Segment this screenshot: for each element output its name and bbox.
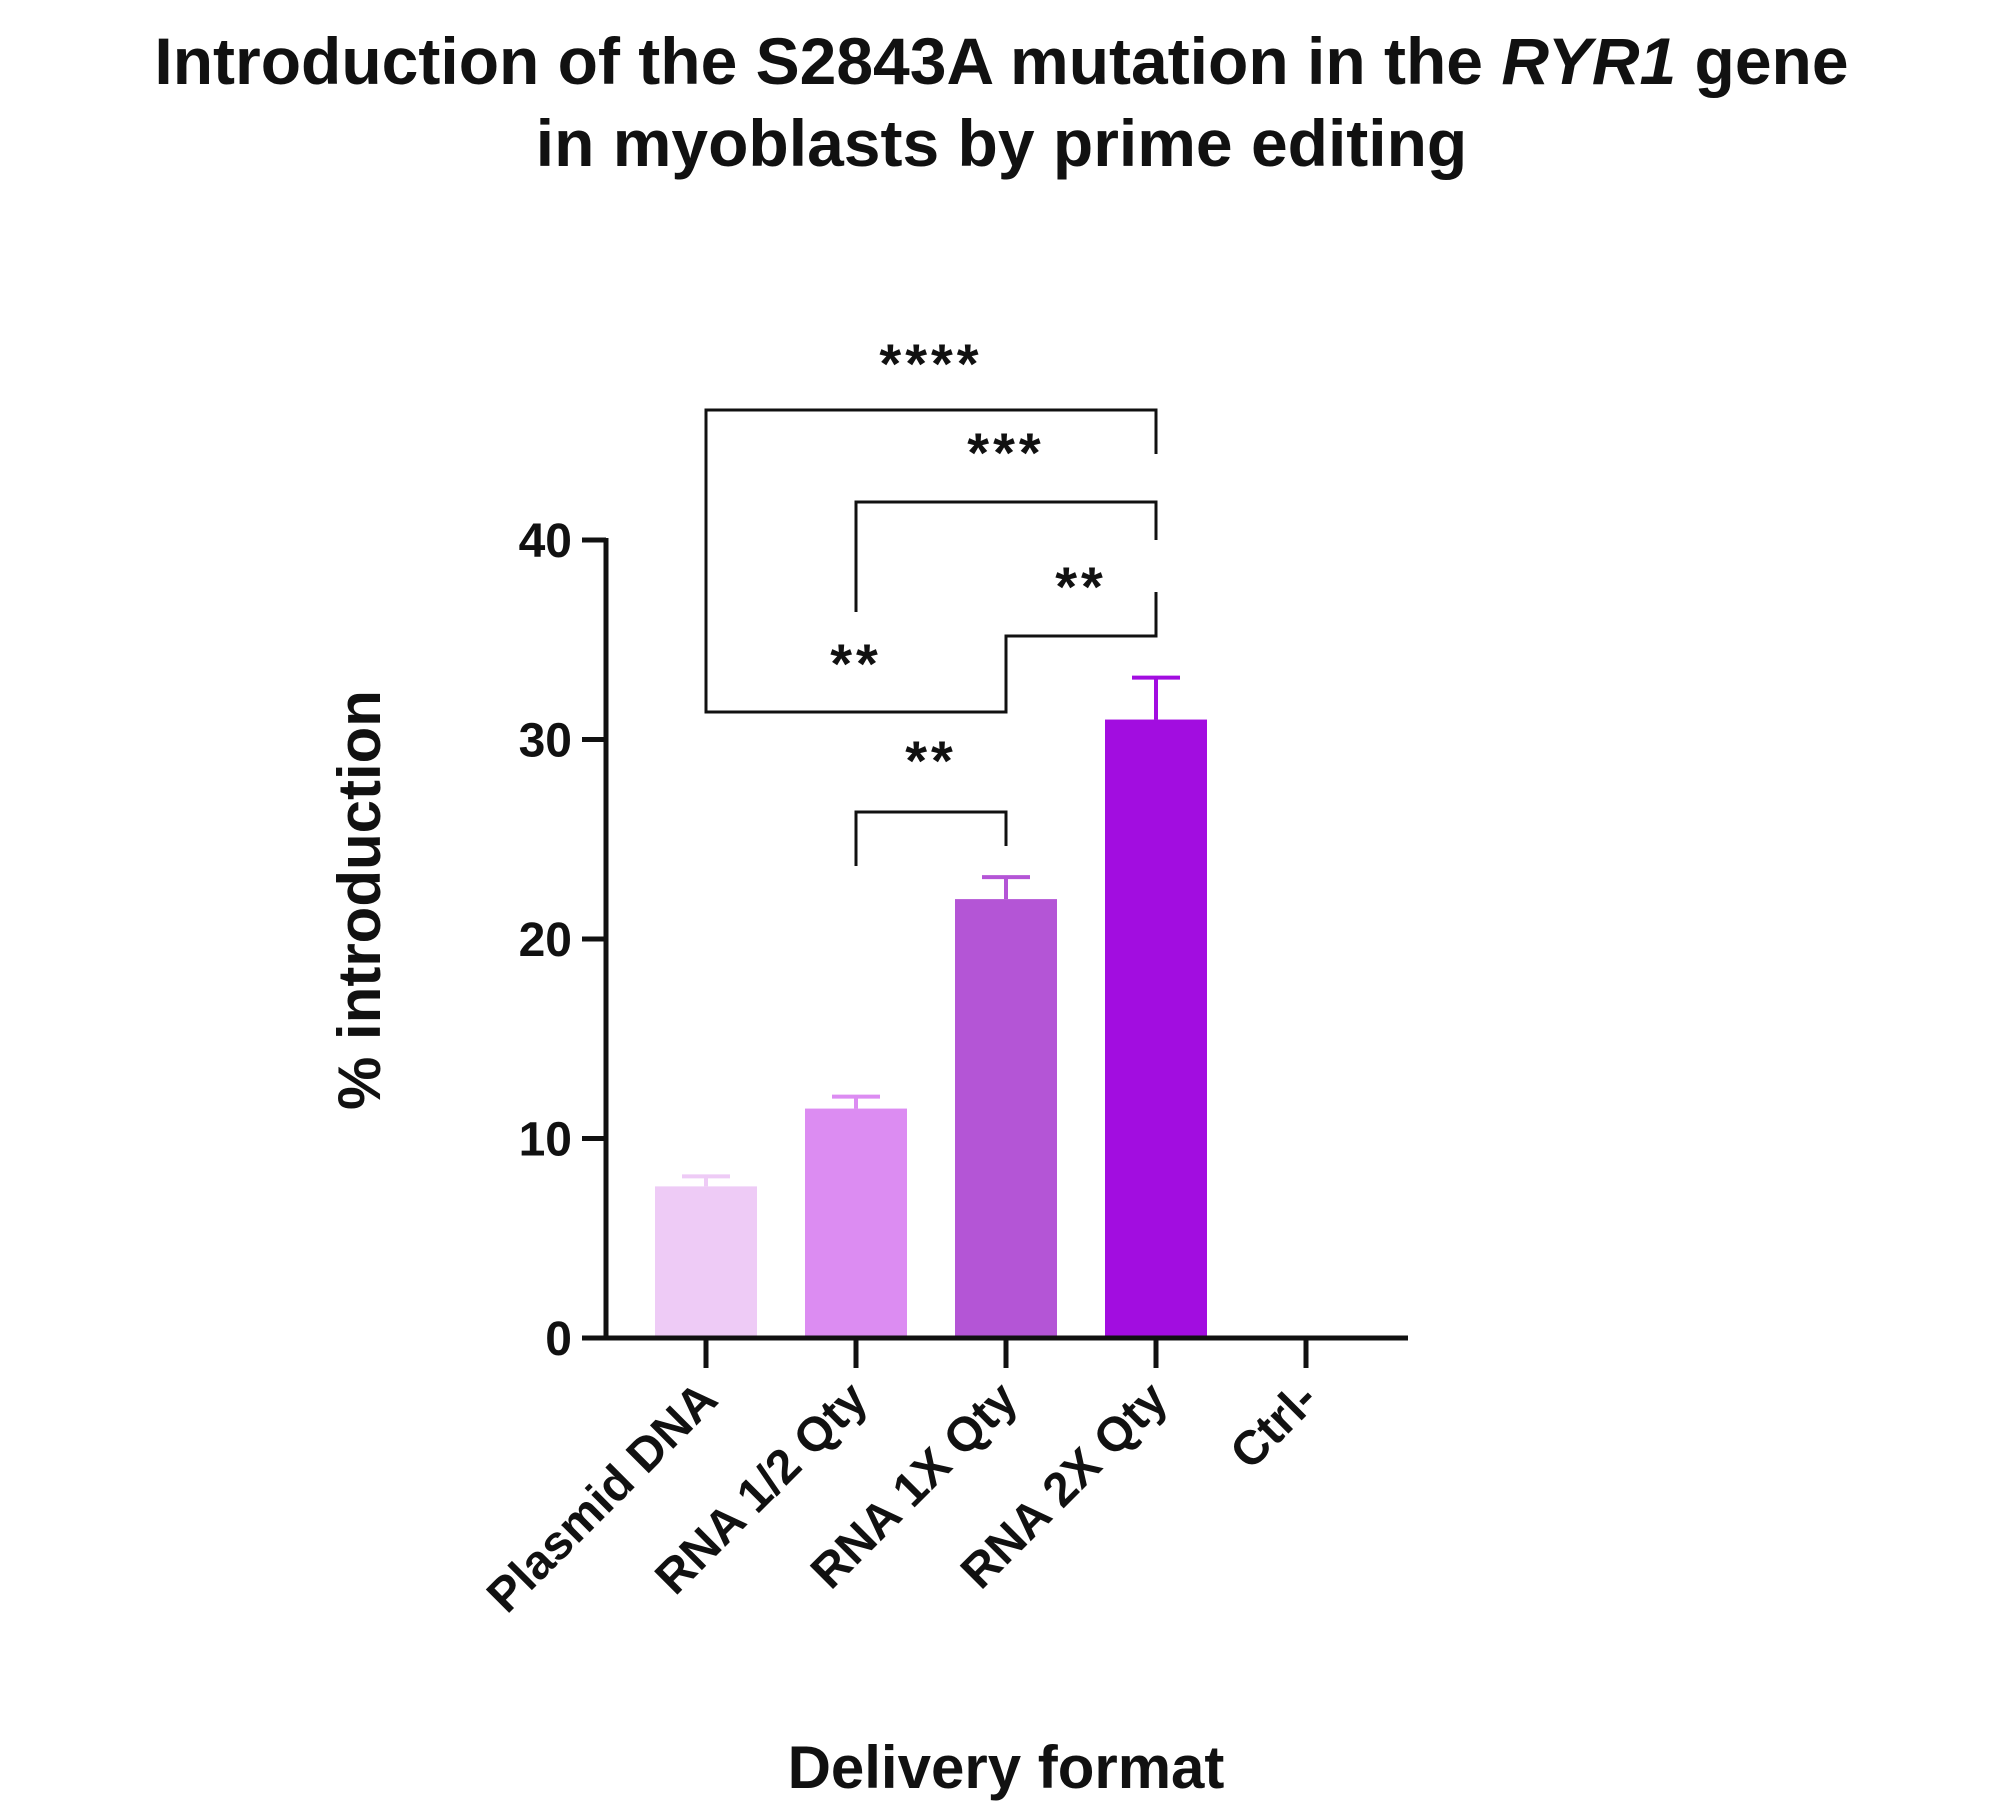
title-gene-name: RYR1: [1501, 24, 1677, 98]
significance-label-0: ****: [879, 332, 982, 395]
significance-bracket-1: [854, 500, 1158, 612]
y-tick-label-4: 40: [519, 515, 572, 568]
chart-title-line-1: Introduction of the S2843A mutation in t…: [0, 22, 2003, 100]
title-text-after: gene: [1676, 24, 1849, 98]
y-tick-label-0: 0: [545, 1313, 572, 1366]
significance-label-2: **: [1055, 555, 1107, 618]
title-text-before: Introduction of the S2843A mutation in t…: [154, 24, 1502, 98]
bar-3: [1105, 719, 1207, 1338]
bar-1: [805, 1108, 907, 1338]
y-axis-title: % introduction: [326, 690, 393, 1110]
y-tick-label-3: 30: [519, 715, 572, 768]
x-axis-title: Delivery format: [788, 1734, 1225, 1801]
bar-2: [955, 899, 1057, 1338]
x-tick-label-4: Ctrl-: [1221, 1372, 1328, 1479]
chart-title-line-2: in myoblasts by prime editing: [535, 106, 1468, 180]
significance-label-3: **: [830, 632, 882, 695]
significance-bracket-3: [704, 665, 1008, 714]
y-tick-label-1: 10: [519, 1114, 572, 1167]
significance-bracket-4: [854, 810, 1008, 866]
y-tick-label-2: 20: [519, 914, 572, 967]
bar-0: [655, 1186, 757, 1338]
significance-label-1: ***: [967, 421, 1044, 484]
significance-bracket-0: [704, 408, 1158, 682]
significance-label-4: **: [905, 729, 957, 792]
